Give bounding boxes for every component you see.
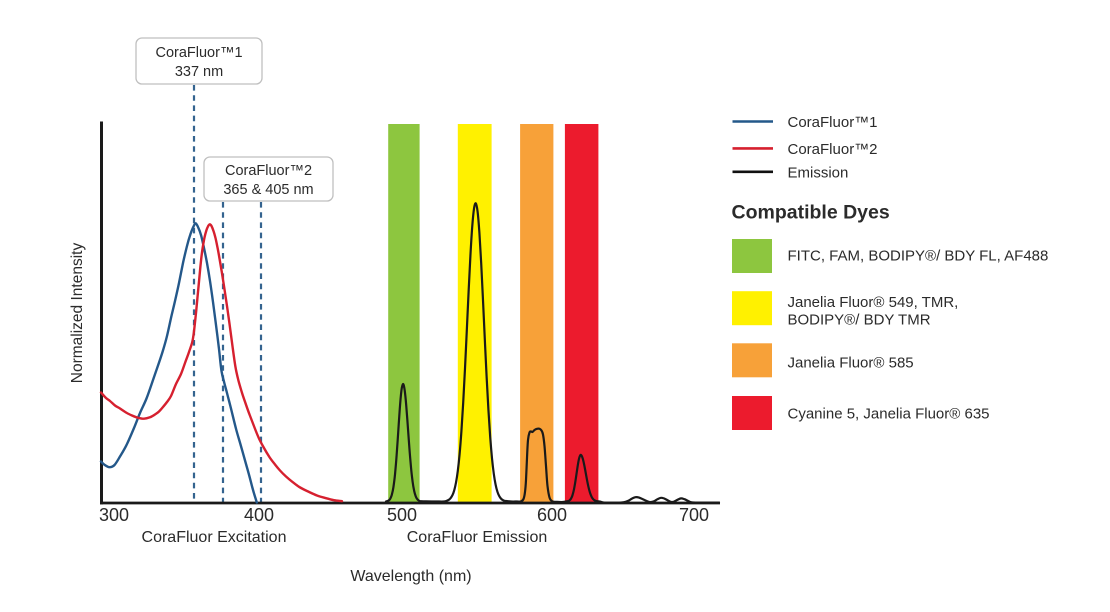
svg-text:Compatible Dyes: Compatible Dyes [732, 202, 890, 224]
svg-text:BODIPY®/ BDY TMR: BODIPY®/ BDY TMR [788, 312, 931, 329]
svg-text:Wavelength (nm): Wavelength (nm) [350, 568, 471, 585]
svg-text:CoraFluor™1: CoraFluor™1 [788, 114, 878, 131]
svg-text:Cyanine 5, Janelia Fluor® 635: Cyanine 5, Janelia Fluor® 635 [788, 406, 990, 423]
svg-text:FITC, FAM, BODIPY®/ BDY FL, AF: FITC, FAM, BODIPY®/ BDY FL, AF488 [788, 248, 1049, 265]
svg-text:Janelia Fluor® 549, TMR,: Janelia Fluor® 549, TMR, [788, 294, 959, 311]
svg-text:CoraFluor™2: CoraFluor™2 [225, 163, 312, 179]
svg-text:700: 700 [679, 505, 709, 525]
svg-text:365 & 405 nm: 365 & 405 nm [223, 182, 313, 198]
svg-text:CoraFluor™2: CoraFluor™2 [788, 141, 878, 158]
svg-text:300: 300 [99, 505, 129, 525]
svg-text:400: 400 [244, 505, 274, 525]
svg-text:CoraFluor Emission: CoraFluor Emission [407, 529, 547, 546]
svg-text:Janelia Fluor® 585: Janelia Fluor® 585 [788, 355, 914, 372]
svg-text:337 nm: 337 nm [175, 64, 223, 80]
svg-text:Normalized Intensity: Normalized Intensity [69, 243, 86, 384]
svg-text:CoraFluor Excitation: CoraFluor Excitation [142, 529, 287, 546]
svg-text:500: 500 [387, 505, 417, 525]
svg-text:Emission: Emission [788, 164, 849, 181]
svg-text:600: 600 [537, 505, 567, 525]
svg-text:CoraFluor™1: CoraFluor™1 [155, 45, 242, 61]
